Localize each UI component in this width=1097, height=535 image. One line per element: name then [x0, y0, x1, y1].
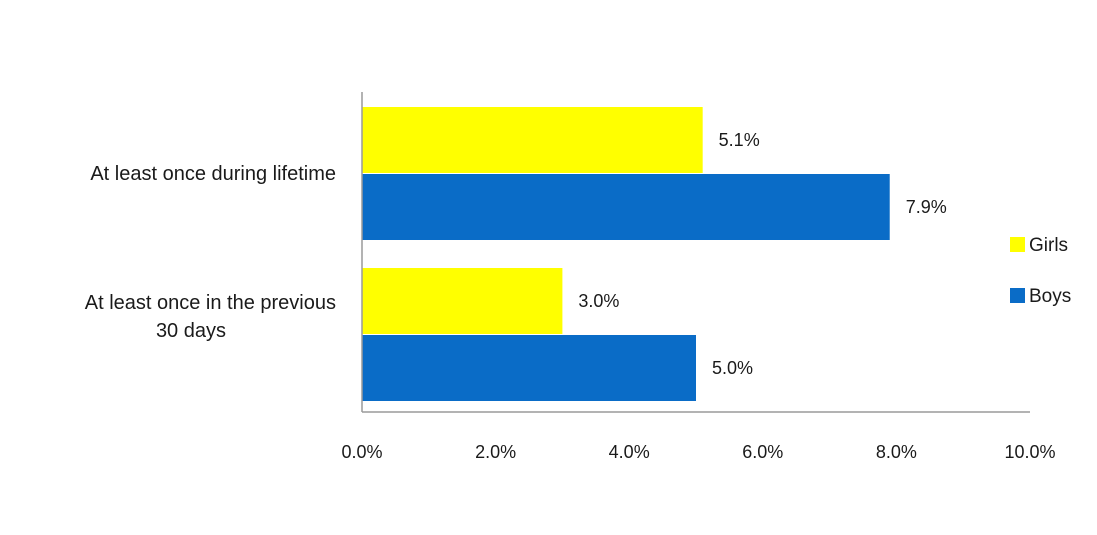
bars-group	[362, 107, 890, 401]
legend-label-girls: Girls	[1029, 235, 1068, 256]
bar-girls-1	[362, 268, 563, 334]
category-labels-group: At least once during lifetime At least on…	[85, 163, 336, 342]
category-label-0: At least once during lifetime	[90, 163, 336, 185]
bar-boys-1	[362, 335, 696, 401]
x-tick-label-5: 10.0%	[1004, 442, 1055, 462]
x-tick-label-0: 0.0%	[341, 442, 382, 462]
x-tick-label-3: 6.0%	[742, 442, 783, 462]
legend-swatch-boys	[1010, 288, 1025, 303]
legend-swatch-girls	[1010, 237, 1025, 252]
x-tick-labels-group: 0.0% 2.0% 4.0% 6.0% 8.0% 10.0%	[341, 442, 1055, 462]
category-label-line: 30 days	[156, 320, 226, 342]
data-label-girls-1: 3.0%	[578, 291, 619, 311]
legend-label-boys: Boys	[1029, 286, 1071, 307]
legend: Girls Boys	[1010, 235, 1071, 307]
bar-boys-0	[362, 174, 890, 240]
bar-girls-0	[362, 107, 703, 173]
axes-group	[361, 92, 1030, 413]
x-tick-label-1: 2.0%	[475, 442, 516, 462]
data-label-girls-0: 5.1%	[719, 130, 760, 150]
category-label-1: At least once in the previous 30 days	[85, 292, 336, 342]
data-labels-group: 5.1% 7.9% 3.0% 5.0%	[578, 130, 946, 378]
category-label-line: At least once during lifetime	[90, 163, 336, 185]
data-label-boys-1: 5.0%	[712, 358, 753, 378]
x-tick-label-2: 4.0%	[609, 442, 650, 462]
category-label-line: At least once in the previous	[85, 292, 336, 314]
data-label-boys-0: 7.9%	[906, 197, 947, 217]
x-tick-label-4: 8.0%	[876, 442, 917, 462]
